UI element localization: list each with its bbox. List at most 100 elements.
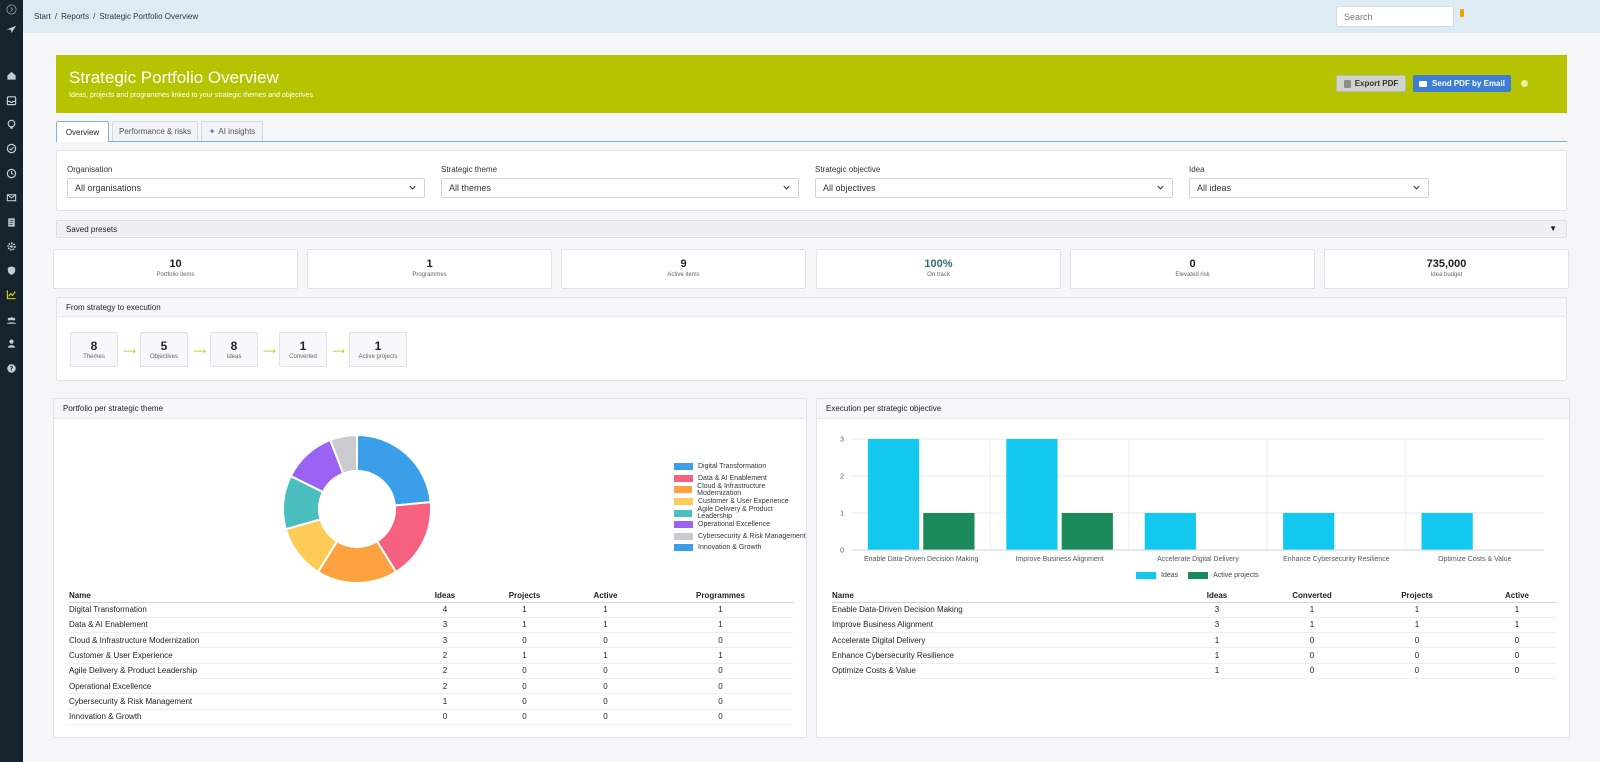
legend-item[interactable]: Cybersecurity & Risk Management <box>674 531 806 543</box>
legend-item[interactable]: Innovation & Growth <box>674 542 806 554</box>
caret-down-icon[interactable]: ▼ <box>1549 224 1557 233</box>
arrow-right-icon: ⟶ <box>123 346 136 356</box>
search-input[interactable] <box>1336 6 1454 27</box>
theme-table: Name Ideas Projects Active Programmes Di… <box>69 589 793 725</box>
bar-legend: Ideas Active projects <box>1136 572 1259 579</box>
row-name: Accelerate Digital Delivery <box>832 632 1167 649</box>
notification-indicator[interactable] <box>1460 9 1464 17</box>
expand-icon[interactable] <box>5 3 18 16</box>
document-icon[interactable] <box>5 216 18 229</box>
filter-label-organisation: Organisation <box>67 165 113 174</box>
bar[interactable] <box>1006 439 1058 550</box>
strategic-theme-select[interactable]: All themes <box>441 178 799 198</box>
legend-item[interactable]: Operational Excellence <box>674 519 806 531</box>
flow-step: 8 Ideas <box>210 332 258 367</box>
bar[interactable] <box>1283 513 1335 550</box>
row-value: 1 <box>648 647 793 664</box>
row-value: 0 <box>1357 663 1477 679</box>
row-value: 1 <box>486 602 563 618</box>
organisation-select[interactable]: All organisations <box>67 178 425 198</box>
donut-chart <box>282 433 432 584</box>
inbox-icon[interactable] <box>5 94 18 107</box>
pdf-icon <box>1343 79 1351 88</box>
breadcrumb-current: Strategic Portfolio Overview <box>99 12 199 21</box>
tab-ai-insights[interactable]: ✦ AI insights <box>201 121 263 141</box>
row-value: 2 <box>404 647 486 664</box>
breadcrumb-start[interactable]: Start <box>34 12 51 21</box>
row-value: 1 <box>648 602 793 618</box>
kpi-value: 100% <box>924 258 953 270</box>
filter-label-objective: Strategic objective <box>815 165 881 174</box>
team-icon[interactable] <box>5 314 18 327</box>
gear-icon[interactable] <box>5 240 18 253</box>
breadcrumb-reports[interactable]: Reports <box>61 12 90 21</box>
legend-swatch <box>674 509 693 517</box>
home-icon[interactable] <box>5 69 18 82</box>
chart-icon[interactable] <box>5 288 18 301</box>
bar[interactable] <box>867 439 920 550</box>
bar[interactable] <box>1421 513 1473 550</box>
kpi-value: 10 <box>169 258 182 270</box>
legend-swatch <box>674 463 693 471</box>
breadcrumb-separator: / <box>93 12 96 21</box>
bar[interactable] <box>923 513 975 550</box>
kpi-value: 735,000 <box>1426 258 1467 270</box>
filter-panel: Organisation All organisations Strategic… <box>56 150 1567 211</box>
donut-slice[interactable] <box>328 433 358 475</box>
export-pdf-button[interactable]: Export PDF <box>1336 75 1406 92</box>
legend-label: Digital Transformation <box>698 463 767 471</box>
check-circle-icon[interactable] <box>5 142 18 155</box>
saved-presets-bar[interactable]: Saved presets ▼ <box>56 220 1567 238</box>
help-icon[interactable]: ? <box>5 362 18 375</box>
x-tick-label: Enable Data-Driven Decision Making <box>864 556 978 563</box>
tab-label: Overview <box>65 127 100 137</box>
donut-slice[interactable] <box>356 433 432 507</box>
row-value: 0 <box>486 693 563 710</box>
legend-item[interactable]: Cloud & Infrastructure Modernization <box>674 483 806 497</box>
chevron-down-icon <box>409 185 416 190</box>
legend-item[interactable]: Digital Transformation <box>674 461 806 473</box>
export-pdf-label: Export PDF <box>1354 79 1399 88</box>
objective-execution-card: Execution per strategic objective 0 1 2 3 En… <box>816 398 1570 738</box>
legend-label: Customer & User Experience <box>698 498 789 506</box>
row-value: 0 <box>563 678 648 695</box>
row-value: 1 <box>404 693 486 710</box>
kpi-card: 0 Elevated risk <box>1070 249 1315 289</box>
strategic-objective-select[interactable]: All objectives <box>815 178 1173 198</box>
row-value: 0 <box>648 709 793 725</box>
send-pdf-email-button[interactable]: Send PDF by Email <box>1413 75 1511 92</box>
row-value: 3 <box>404 617 486 634</box>
table-row: Enable Data-Driven Decision Making 3 1 1 1 <box>832 602 1557 618</box>
row-value: 1 <box>563 602 648 618</box>
arrow-right-icon: ⟶ <box>332 346 345 356</box>
kpi-label: Active items <box>667 272 700 278</box>
top-bar: Start / Reports / Strategic Portfolio Ov… <box>23 0 1600 33</box>
flow-step: 1 Active projects <box>349 332 407 367</box>
legend-item[interactable]: Data & AI Enablement <box>674 473 806 485</box>
kpi-value: 1 <box>426 258 433 270</box>
mail-icon[interactable] <box>5 191 18 204</box>
row-value: 1 <box>1267 617 1357 634</box>
tab-performance-risks[interactable]: Performance & risks <box>112 121 198 141</box>
row-value: 0 <box>1267 647 1357 664</box>
tab-overview[interactable]: Overview <box>56 121 109 142</box>
table-row: Enhance Cybersecurity Resilience 1 0 0 0 <box>832 647 1557 664</box>
kpi-card: 9 Active items <box>561 249 806 289</box>
row-value: 0 <box>1477 632 1557 649</box>
row-value: 2 <box>404 663 486 679</box>
idea-select[interactable]: All ideas <box>1189 178 1429 198</box>
row-name: Cloud & Infrastructure Modernization <box>69 632 404 649</box>
user-icon[interactable] <box>5 337 18 350</box>
legend-swatch-active-projects <box>1188 572 1209 579</box>
shield-icon[interactable] <box>5 264 18 277</box>
lightbulb-icon[interactable] <box>5 118 18 131</box>
clock-icon[interactable] <box>5 167 18 180</box>
bar-chart: 0 1 2 3 Enable Data-Driven Decision Making Im… <box>840 437 1544 563</box>
flow-step: 8 Themes <box>70 332 118 367</box>
legend-item[interactable]: Agile Delivery & Product Leadership <box>674 506 806 520</box>
legend-item[interactable]: Customer & User Experience <box>674 496 806 508</box>
bar[interactable] <box>1144 513 1196 550</box>
bar[interactable] <box>1061 513 1113 550</box>
kpi-card: 1 Programmes <box>307 249 552 289</box>
row-value: 0 <box>486 678 563 695</box>
